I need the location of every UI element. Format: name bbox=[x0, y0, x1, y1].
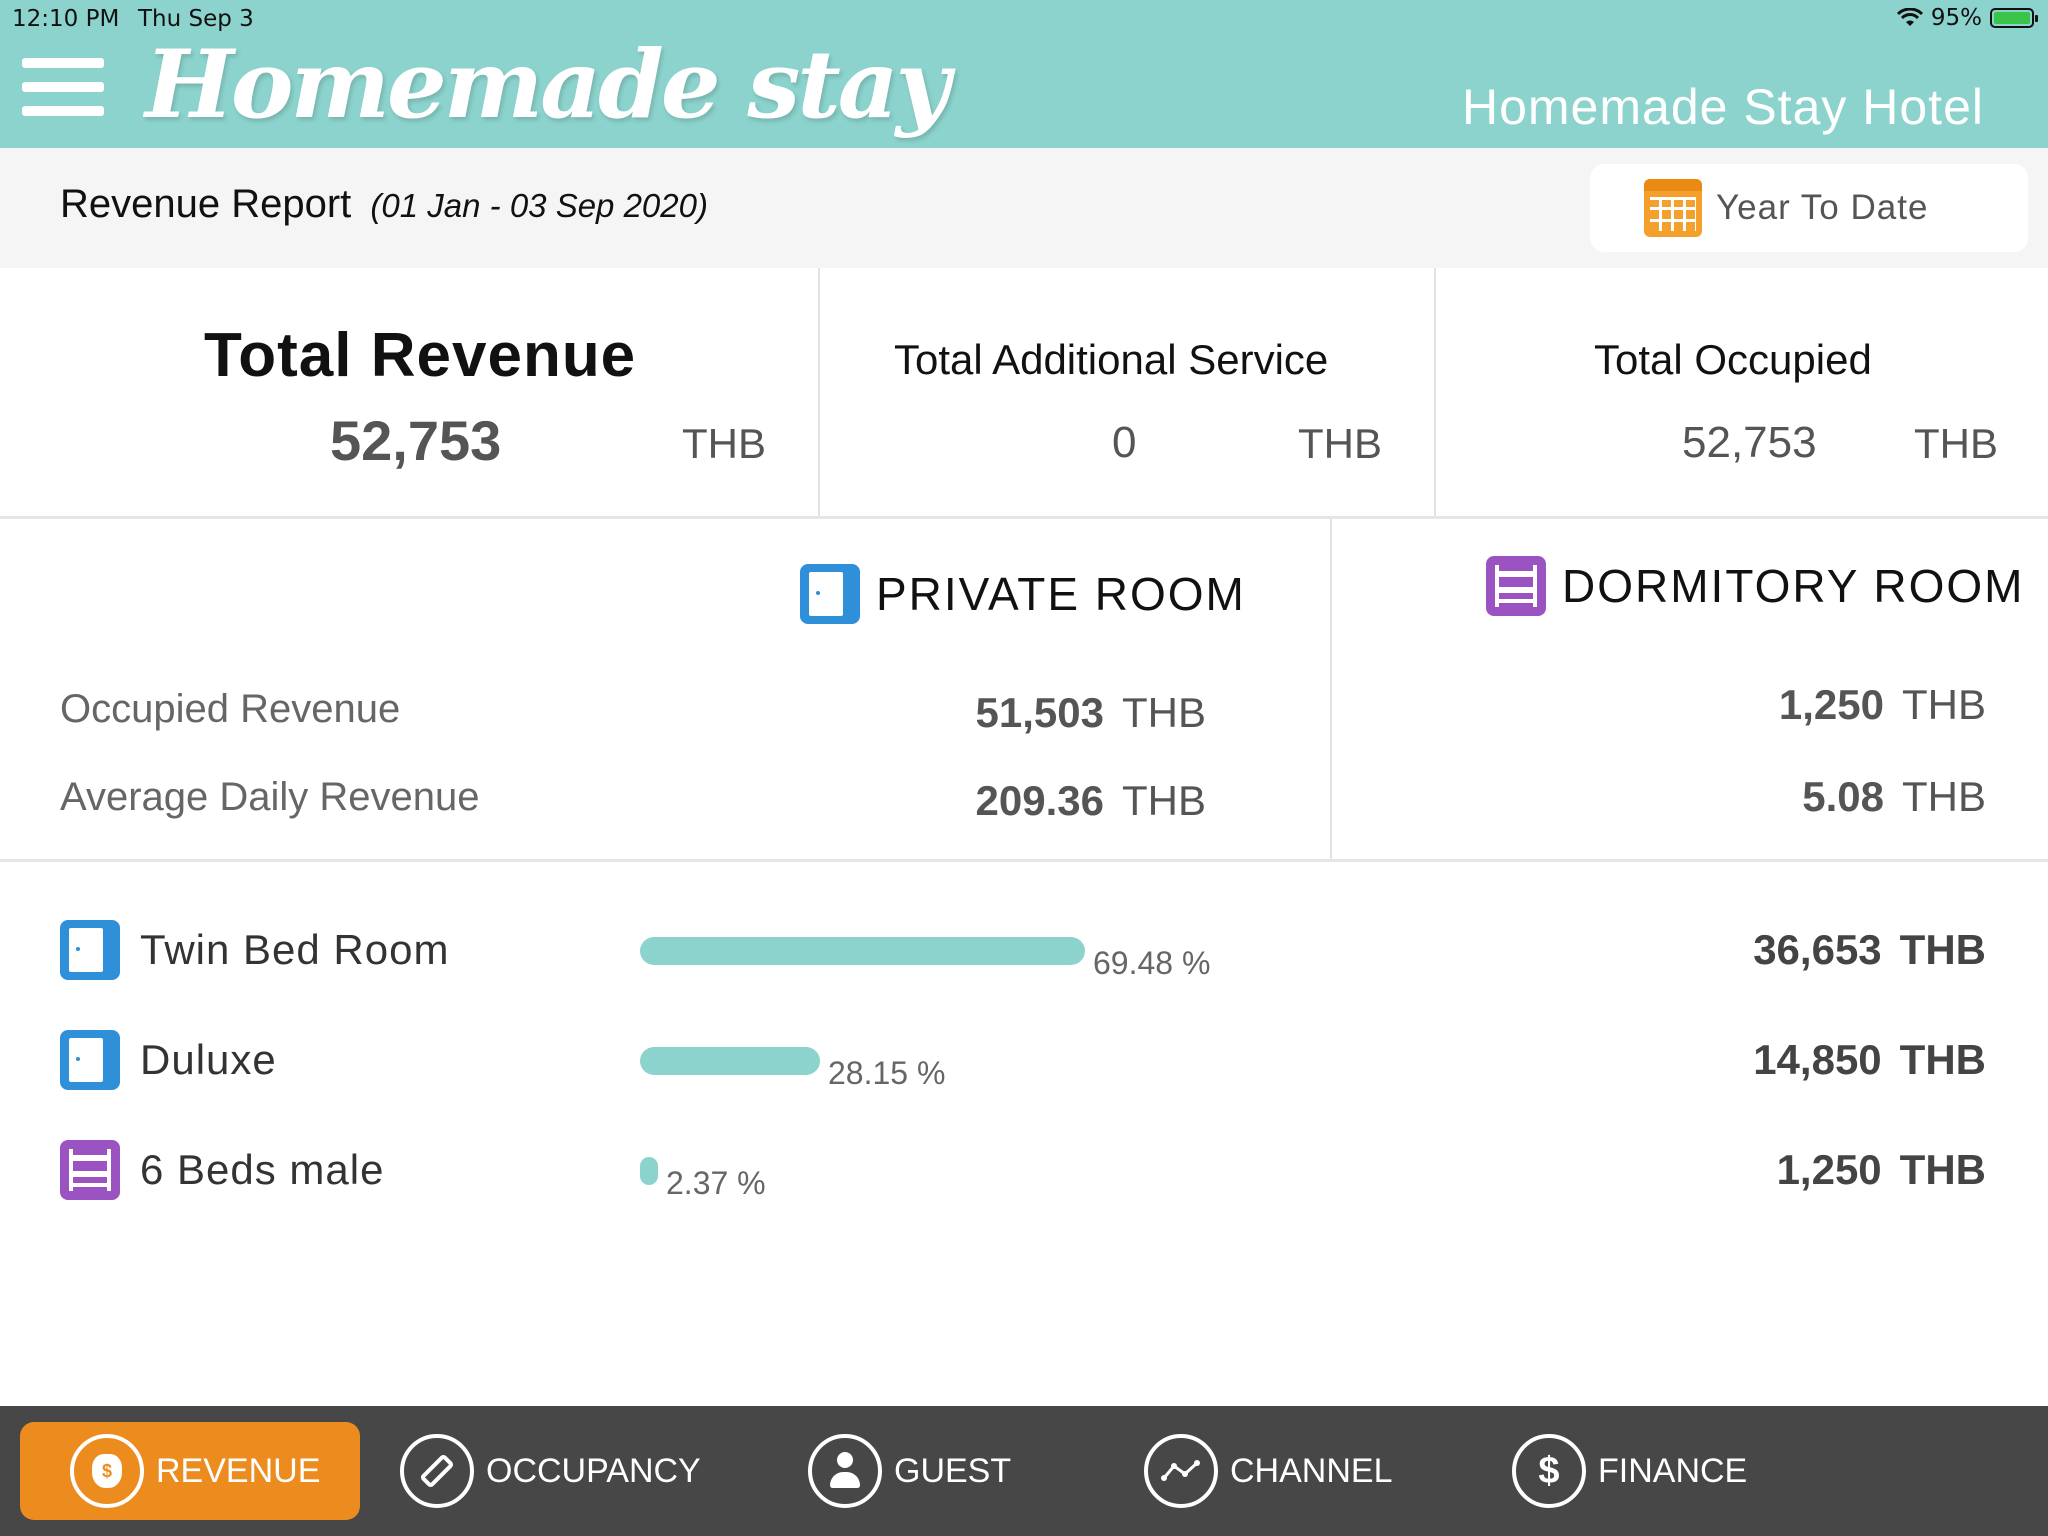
report-title-text: Revenue Report bbox=[60, 182, 352, 226]
menu-icon[interactable] bbox=[22, 58, 104, 128]
average-daily-revenue-label: Average Daily Revenue bbox=[60, 775, 480, 819]
currency-unit: THB bbox=[1902, 681, 1986, 728]
room-type-summary: PRIVATE ROOM DORMITORY ROOM Occupied Rev… bbox=[0, 519, 2048, 862]
revenue-share-bar bbox=[640, 1047, 820, 1075]
app-logo: Homemade stay bbox=[145, 30, 950, 140]
dormitory-average-daily-revenue: 5.08 THB bbox=[1802, 773, 1986, 821]
dormitory-room-title: DORMITORY ROOM bbox=[1562, 560, 2025, 612]
revenue-share-percent: 2.37 % bbox=[666, 1165, 766, 1201]
bunk-bed-icon bbox=[60, 1140, 120, 1200]
room-breakdown-row: 6 Beds male 2.37 % 1,250 THB bbox=[0, 1140, 2048, 1201]
room-breakdown-row: Duluxe 28.15 % 14,850 THB bbox=[0, 1030, 2048, 1091]
dormitory-occupied-revenue: 1,250 THB bbox=[1779, 681, 1986, 729]
nav-guest-label: GUEST bbox=[894, 1451, 1012, 1490]
hotel-name: Homemade Stay Hotel bbox=[1461, 79, 1984, 135]
app-header: 12:10 PM Thu Sep 3 95% Homemade stay Hom… bbox=[0, 0, 2048, 148]
status-bar: 12:10 PM Thu Sep 3 95% bbox=[0, 0, 2048, 40]
report-title: Revenue Report (01 Jan - 03 Sep 2020) bbox=[60, 182, 708, 227]
occupied-revenue-label: Occupied Revenue bbox=[60, 687, 401, 731]
room-name: Twin Bed Room bbox=[140, 926, 450, 973]
room-revenue-amount: 14,850 THB bbox=[1753, 1036, 1986, 1084]
nav-revenue-label: REVENUE bbox=[156, 1451, 321, 1490]
room-name: Duluxe bbox=[140, 1036, 277, 1083]
revenue-share-track: 69.48 % bbox=[640, 937, 1280, 981]
room-revenue-value: 14,850 bbox=[1753, 1036, 1882, 1083]
private-room-heading: PRIVATE ROOM bbox=[800, 564, 1246, 624]
door-icon bbox=[60, 1030, 120, 1090]
currency-unit: THB bbox=[1122, 689, 1206, 736]
person-icon bbox=[808, 1434, 882, 1508]
wifi-icon bbox=[1896, 8, 1923, 26]
bunk-bed-icon bbox=[1486, 556, 1546, 616]
room-revenue-value: 1,250 bbox=[1776, 1146, 1882, 1193]
status-date: Thu Sep 3 bbox=[138, 6, 254, 32]
dormitory-room-heading: DORMITORY ROOM bbox=[1486, 556, 2024, 616]
revenue-share-bar bbox=[640, 1157, 658, 1185]
status-time: 12:10 PM bbox=[12, 6, 120, 32]
period-select-button[interactable]: Year To Date bbox=[1590, 164, 2028, 252]
total-occupied-unit: THB bbox=[1914, 420, 1998, 467]
calendar-icon bbox=[1644, 179, 1702, 237]
bottom-navigation: $ REVENUE OCCUPANCY GUEST CHANNEL $ FINA… bbox=[0, 1406, 2048, 1536]
nav-finance[interactable]: $ FINANCE bbox=[1512, 1422, 1812, 1520]
private-occupied-revenue: 51,503 THB bbox=[976, 689, 1206, 737]
nav-occupancy[interactable]: OCCUPANCY bbox=[400, 1422, 720, 1520]
currency-unit: THB bbox=[1122, 777, 1206, 824]
currency-unit: THB bbox=[1899, 1036, 1986, 1083]
dormitory-occupied-revenue-value: 1,250 bbox=[1778, 681, 1884, 728]
currency-unit: THB bbox=[1902, 773, 1986, 820]
room-breakdown-row: Twin Bed Room 69.48 % 36,653 THB bbox=[0, 920, 2048, 981]
room-revenue-amount: 36,653 THB bbox=[1753, 926, 1986, 974]
door-icon bbox=[60, 920, 120, 980]
tag-icon bbox=[400, 1434, 474, 1508]
column-divider bbox=[1330, 519, 1332, 859]
private-average-daily-revenue: 209.36 THB bbox=[976, 777, 1206, 825]
battery-percent: 95% bbox=[1930, 5, 1982, 31]
revenue-share-percent: 28.15 % bbox=[828, 1055, 946, 1091]
total-additional-service-card: Total Additional Service 0 THB bbox=[818, 268, 1434, 516]
revenue-share-track: 2.37 % bbox=[640, 1157, 1280, 1201]
total-occupied-value: 52,753 bbox=[1682, 418, 1817, 467]
status-right: 95% bbox=[1896, 5, 2038, 31]
total-additional-service-unit: THB bbox=[1298, 420, 1382, 467]
total-occupied-label: Total Occupied bbox=[1594, 336, 1872, 383]
dormitory-average-daily-value: 5.08 bbox=[1802, 773, 1884, 820]
currency-unit: THB bbox=[1899, 1146, 1986, 1193]
total-additional-service-label: Total Additional Service bbox=[894, 336, 1329, 383]
total-additional-service-value: 0 bbox=[1112, 418, 1137, 467]
door-icon bbox=[800, 564, 860, 624]
nav-guest[interactable]: GUEST bbox=[808, 1422, 1048, 1520]
total-revenue-card: Total Revenue 52,753 THB bbox=[0, 268, 816, 516]
room-revenue-value: 36,653 bbox=[1753, 926, 1882, 973]
period-select-label: Year To Date bbox=[1716, 188, 1929, 227]
revenue-share-bar bbox=[640, 937, 1085, 965]
currency-unit: THB bbox=[1899, 926, 1986, 973]
private-average-daily-value: 209.36 bbox=[975, 777, 1104, 824]
nav-finance-label: FINANCE bbox=[1598, 1451, 1748, 1490]
battery-icon bbox=[1990, 8, 2038, 28]
nav-revenue[interactable]: $ REVENUE bbox=[20, 1422, 360, 1520]
report-subheader: Revenue Report (01 Jan - 03 Sep 2020) Ye… bbox=[0, 148, 2048, 268]
channel-graph-icon bbox=[1144, 1434, 1218, 1508]
report-date-range: (01 Jan - 03 Sep 2020) bbox=[370, 187, 708, 224]
nav-channel-label: CHANNEL bbox=[1230, 1451, 1393, 1490]
revenue-share-percent: 69.48 % bbox=[1093, 945, 1211, 981]
totals-panel: Total Revenue 52,753 THB Total Additiona… bbox=[0, 268, 2048, 519]
revenue-share-track: 28.15 % bbox=[640, 1047, 1280, 1091]
total-occupied-card: Total Occupied 52,753 THB bbox=[1434, 268, 2048, 516]
total-revenue-label: Total Revenue bbox=[204, 321, 637, 390]
room-name: 6 Beds male bbox=[140, 1146, 385, 1193]
room-revenue-amount: 1,250 THB bbox=[1777, 1146, 1986, 1194]
total-revenue-value: 52,753 bbox=[330, 409, 502, 472]
dollar-icon: $ bbox=[1512, 1434, 1586, 1508]
private-room-title: PRIVATE ROOM bbox=[876, 568, 1246, 620]
nav-channel[interactable]: CHANNEL bbox=[1144, 1422, 1444, 1520]
total-revenue-unit: THB bbox=[682, 420, 766, 467]
private-occupied-revenue-value: 51,503 bbox=[975, 689, 1104, 736]
nav-occupancy-label: OCCUPANCY bbox=[486, 1451, 701, 1490]
money-bag-icon: $ bbox=[70, 1434, 144, 1508]
